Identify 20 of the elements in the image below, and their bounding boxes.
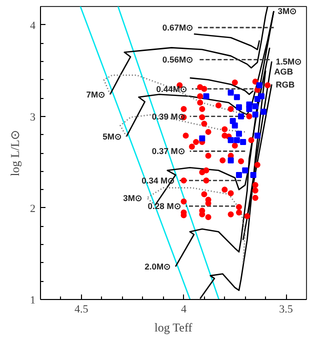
y-tick-label: 1 bbox=[30, 294, 36, 306]
y-tick-label: 2 bbox=[30, 202, 36, 215]
annotation: 1.5M⊙ bbox=[276, 56, 303, 66]
x-tick-label: 3.5 bbox=[279, 304, 294, 316]
annotation: RGB bbox=[276, 79, 295, 90]
x-axis-title: log Teff bbox=[154, 320, 192, 334]
y-tick-label: 3 bbox=[30, 111, 36, 124]
y-axis-title: log L/L⊙ bbox=[8, 130, 22, 176]
annotation: 3M⊙ bbox=[123, 192, 143, 203]
x-tick-label: 4.5 bbox=[74, 304, 89, 316]
annotation: AGB bbox=[274, 66, 293, 77]
annotation: 0.67M⊙ bbox=[162, 22, 194, 33]
annotation: 7M⊙ bbox=[86, 89, 106, 100]
annotation: 5M⊙ bbox=[102, 132, 122, 142]
annotation: 3M⊙ bbox=[278, 6, 298, 16]
annotation: 0.44M⊙ bbox=[156, 84, 188, 94]
y-tick-label: 4 bbox=[30, 20, 36, 32]
annotation: 0.56M⊙ bbox=[162, 54, 194, 65]
x-tick-label: 4 bbox=[180, 304, 187, 316]
annotation: 2.0M⊙ bbox=[144, 262, 172, 272]
